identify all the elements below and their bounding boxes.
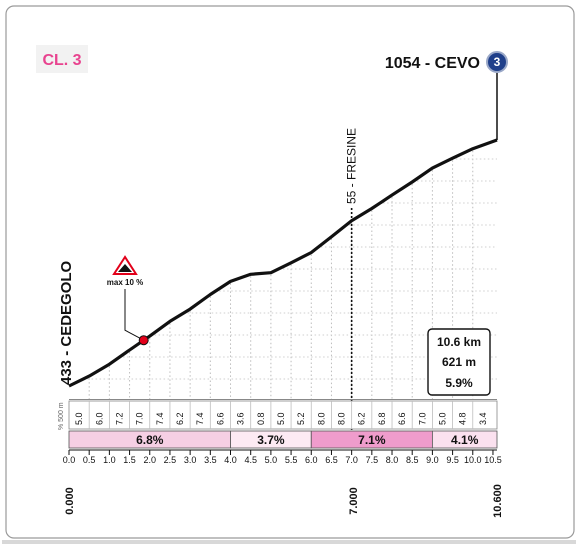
km-tick-label: 4.0 (224, 455, 237, 465)
start-label: 433 - CEDEGOLO (58, 260, 75, 385)
max-grade-point (138, 335, 149, 346)
segment-grade-label: 8.0 (316, 412, 326, 425)
segment-grade-label: 5.0 (276, 412, 286, 425)
stats-box-frame (427, 328, 491, 396)
km-tick-label: 4.5 (244, 455, 257, 465)
max-grade-marker: max 10 % (107, 255, 149, 346)
frame-shadow (2, 540, 576, 544)
km-tick-label: 3.5 (204, 455, 217, 465)
section-grade-label: 4.1% (451, 433, 479, 447)
segment-grade-label: 4.8 (458, 412, 468, 425)
summit-number: 3 (494, 55, 501, 69)
segment-row-box (68, 400, 498, 430)
segment-grade-label: 6.6 (215, 412, 225, 425)
km-tick-label: 7.0 (345, 455, 358, 465)
section-grade-label: 6.8% (136, 433, 164, 447)
segment-grade-label: 7.0 (417, 412, 427, 425)
max-grade-leader (124, 289, 144, 341)
segment-grade-label: 5.0 (74, 412, 84, 425)
section-band (431, 430, 498, 449)
category-badge-text: CL. 3 (42, 52, 81, 69)
section-grade-label: 7.1% (358, 433, 386, 447)
km-tick-label: 2.0 (143, 455, 156, 465)
grade-row-label: % 500 m (58, 402, 65, 430)
stats-distance: 10.6 km (437, 335, 481, 349)
km-tick-label: 1.5 (123, 455, 136, 465)
segment-grade-label: 3.4 (478, 412, 488, 425)
km-tick-label: 2.5 (164, 455, 177, 465)
bottom-start-km: 0.000 (64, 487, 76, 515)
segment-grade-label: 0.8 (256, 412, 266, 425)
segment-grade-label: 6.8 (377, 412, 387, 425)
segment-grade-label: 7.0 (135, 412, 145, 425)
segment-grade-label: 6.2 (175, 412, 185, 425)
km-tick-label: 0.0 (63, 455, 76, 465)
km-tick-label: 9.5 (446, 455, 459, 465)
bottom-finish-km: 10.600 (492, 484, 504, 518)
segment-grade-label: 6.6 (397, 412, 407, 425)
section-grade-label: 3.7% (257, 433, 285, 447)
section-grades: 6.8% 3.7% 7.1% 4.1% (68, 430, 498, 449)
segment-grade-label: 5.2 (296, 412, 306, 425)
km-tick-label: 0.5 (83, 455, 96, 465)
stats-gain: 621 m (442, 355, 476, 369)
km-tick-label: 5.5 (285, 455, 298, 465)
km-tick-label: 1.0 (103, 455, 116, 465)
km-tick-label: 5.0 (265, 455, 278, 465)
segment-grade-label: 6.0 (94, 412, 104, 425)
segment-grade-label: 7.4 (195, 412, 205, 425)
km-tick-label: 10.0 (464, 455, 482, 465)
km-tick-label: 8.0 (386, 455, 399, 465)
segment-grade-label: 3.6 (236, 412, 246, 425)
summit-number-badge (486, 51, 508, 73)
km-tick-label: 10.5 (484, 455, 502, 465)
segment-grade-label: 8.0 (337, 412, 347, 425)
km-tick-label: 6.5 (325, 455, 338, 465)
km-tick-label: 7.5 (366, 455, 379, 465)
steep-slope-icon (118, 264, 132, 272)
km-tick-label: 8.5 (406, 455, 419, 465)
km-axis: 0.0 0.5 1.0 1.5 2.0 2.5 3.0 3.5 4.0 4.5 5.0 5.5 6.0 6… (63, 449, 502, 465)
km-tick-label: 9.0 (426, 455, 439, 465)
stats-avg-grade: 5.9% (445, 376, 473, 390)
segment-grade-label: 7.4 (155, 412, 165, 425)
segment-grade-label: 6.2 (357, 412, 367, 425)
segment-grades: 5.0 6.0 7.2 7.0 7.4 6.2 7.4 6.6 3.6 0.8 5.0 5.2 8.0 8… (68, 400, 498, 430)
km-tick-label: 6.0 (305, 455, 318, 465)
stats-box: 10.6 km 621 m 5.9% (427, 328, 491, 396)
intermediate-label: 55 - FRESINE (345, 128, 359, 204)
bottom-intermediate-km: 7.000 (348, 487, 360, 515)
max-grade-label: max 10 % (107, 278, 143, 287)
km-tick-label: 3.0 (184, 455, 197, 465)
summit-label: 1054 - CEVO (385, 55, 480, 72)
segment-grade-label: 5.0 (437, 412, 447, 425)
category-badge (36, 45, 88, 73)
segment-grade-label: 7.2 (114, 412, 124, 425)
